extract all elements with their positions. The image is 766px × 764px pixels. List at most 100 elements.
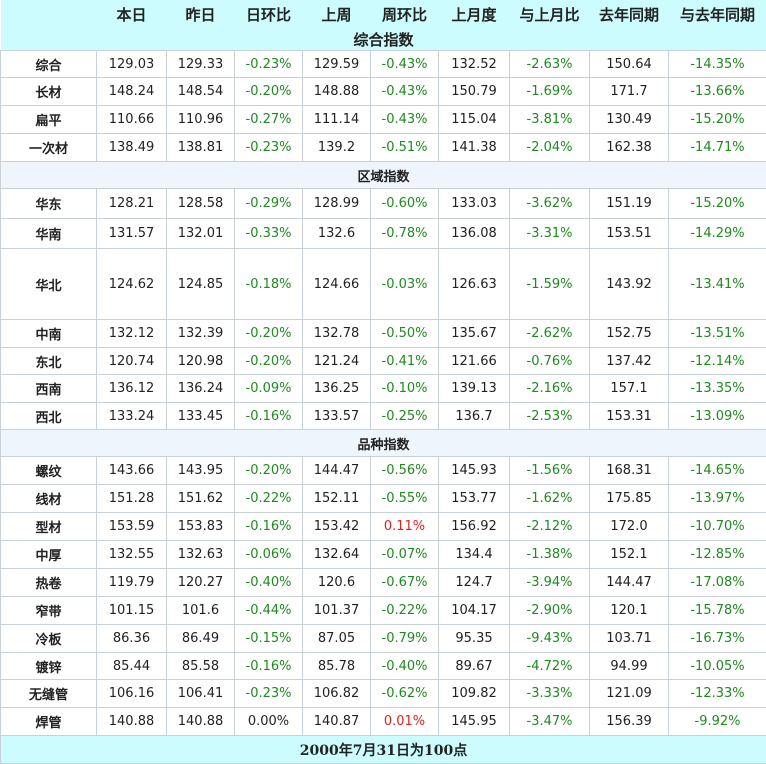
cell-mom: -9.43% [510, 625, 590, 653]
cell-yoy: -14.71% [669, 134, 766, 162]
cell-lastweek: 121.24 [303, 348, 371, 375]
cell-lastweek: 132.64 [303, 541, 371, 569]
cell-mom: -2.53% [510, 403, 590, 430]
cell-mom: -2.63% [510, 51, 590, 78]
cell-lastyear: 121.09 [590, 680, 669, 708]
cell-yesterday: 153.83 [167, 513, 235, 541]
header-cell: 昨日 [167, 0, 235, 29]
cell-mom: -2.04% [510, 134, 590, 162]
cell-wow: -0.50% [371, 320, 439, 348]
cell-dod: -0.23% [235, 134, 303, 162]
cell-lastmonth: 156.92 [439, 513, 510, 541]
cell-lastweek: 129.59 [303, 51, 371, 78]
cell-wow: -0.40% [371, 653, 439, 680]
cell-lastweek: 140.87 [303, 708, 371, 736]
cell-today: 133.24 [97, 403, 167, 430]
cell-lastmonth: 89.67 [439, 653, 510, 680]
cell-dod: -0.44% [235, 597, 303, 625]
cell-today: 119.79 [97, 569, 167, 597]
cell-today: 131.57 [97, 219, 167, 249]
cell-yoy: -12.33% [669, 680, 766, 708]
cell-lastyear: 151.19 [590, 189, 669, 219]
header-cell: 上月度 [439, 0, 510, 29]
cell-today: 128.21 [97, 189, 167, 219]
cell-lastmonth: 95.35 [439, 625, 510, 653]
cell-lastmonth: 109.82 [439, 680, 510, 708]
cell-today: 132.12 [97, 320, 167, 348]
cell-yesterday: 151.62 [167, 485, 235, 513]
row-name: 长材 [1, 78, 97, 106]
cell-yesterday: 106.41 [167, 680, 235, 708]
cell-yoy: -12.85% [669, 541, 766, 569]
row-name: 华北 [1, 249, 97, 320]
cell-lastweek: 153.42 [303, 513, 371, 541]
cell-lastweek: 148.88 [303, 78, 371, 106]
cell-wow: -0.56% [371, 457, 439, 485]
cell-wow: -0.43% [371, 78, 439, 106]
row-name: 螺纹 [1, 457, 97, 485]
row-name: 综合 [1, 51, 97, 78]
cell-mom: -2.12% [510, 513, 590, 541]
cell-wow: -0.43% [371, 51, 439, 78]
cell-yoy: -9.92% [669, 708, 766, 736]
cell-lastmonth: 139.13 [439, 375, 510, 403]
cell-lastmonth: 126.63 [439, 249, 510, 320]
cell-yesterday: 132.63 [167, 541, 235, 569]
cell-today: 132.55 [97, 541, 167, 569]
cell-mom: -3.31% [510, 219, 590, 249]
cell-today: 143.66 [97, 457, 167, 485]
cell-mom: -3.33% [510, 680, 590, 708]
cell-yesterday: 128.58 [167, 189, 235, 219]
cell-lastweek: 106.82 [303, 680, 371, 708]
cell-dod: 0.00% [235, 708, 303, 736]
cell-dod: -0.23% [235, 680, 303, 708]
cell-wow: -0.55% [371, 485, 439, 513]
cell-lastyear: 143.92 [590, 249, 669, 320]
cell-yoy: -12.14% [669, 348, 766, 375]
row-name: 型材 [1, 513, 97, 541]
cell-lastmonth: 121.66 [439, 348, 510, 375]
row-name: 华南 [1, 219, 97, 249]
cell-today: 138.49 [97, 134, 167, 162]
cell-lastweek: 132.6 [303, 219, 371, 249]
cell-lastweek: 144.47 [303, 457, 371, 485]
cell-lastweek: 111.14 [303, 106, 371, 134]
cell-mom: -1.56% [510, 457, 590, 485]
cell-today: 153.59 [97, 513, 167, 541]
cell-mom: -1.38% [510, 541, 590, 569]
row-name: 西北 [1, 403, 97, 430]
cell-lastmonth: 145.95 [439, 708, 510, 736]
cell-mom: -1.59% [510, 249, 590, 320]
cell-lastmonth: 115.04 [439, 106, 510, 134]
cell-dod: -0.20% [235, 78, 303, 106]
cell-lastweek: 120.6 [303, 569, 371, 597]
cell-lastyear: 168.31 [590, 457, 669, 485]
cell-lastmonth: 136.08 [439, 219, 510, 249]
cell-lastyear: 153.31 [590, 403, 669, 430]
cell-wow: -0.67% [371, 569, 439, 597]
header-row: 本日 昨日 日环比 上周 周环比 上月度 与上月比 去年同期 与去年同期 [1, 0, 766, 29]
cell-lastyear: 153.51 [590, 219, 669, 249]
cell-yesterday: 85.58 [167, 653, 235, 680]
cell-lastweek: 139.2 [303, 134, 371, 162]
cell-lastweek: 101.37 [303, 597, 371, 625]
row-name: 扁平 [1, 106, 97, 134]
cell-dod: -0.22% [235, 485, 303, 513]
cell-wow: -0.60% [371, 189, 439, 219]
cell-lastmonth: 153.77 [439, 485, 510, 513]
header-cell: 与去年同期 [669, 0, 766, 29]
header-cell: 与上月比 [510, 0, 590, 29]
cell-lastweek: 133.57 [303, 403, 371, 430]
cell-wow: -0.78% [371, 219, 439, 249]
cell-wow: -0.62% [371, 680, 439, 708]
cell-lastweek: 152.11 [303, 485, 371, 513]
